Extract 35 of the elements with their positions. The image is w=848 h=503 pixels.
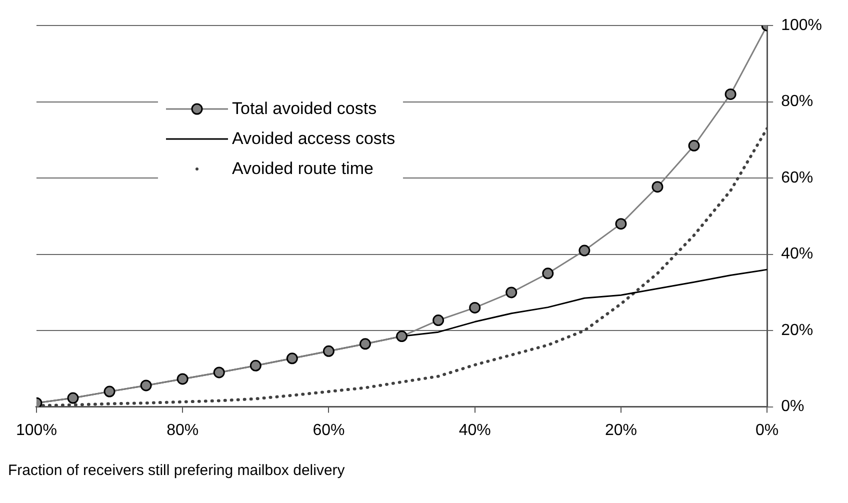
- x-tick-label: 100%: [16, 422, 57, 439]
- point: [724, 88, 736, 100]
- point: [469, 302, 481, 314]
- x-tick-label: 0%: [756, 422, 779, 439]
- y-tick-label: 0%: [781, 398, 804, 416]
- x-tick-label: 60%: [312, 422, 345, 439]
- y-tick-label: 60%: [781, 169, 814, 186]
- x-axis-title: Fraction of receivers still prefering mailbox delivery: [8, 462, 345, 479]
- point: [615, 218, 627, 230]
- point: [104, 386, 116, 398]
- point: [176, 373, 188, 385]
- legend-label: Avoided route time: [232, 159, 374, 179]
- point: [542, 268, 554, 280]
- point: [286, 352, 298, 364]
- y-tick-label: 80%: [781, 93, 814, 110]
- y-tick-label: 20%: [781, 322, 814, 339]
- legend-label: Total avoided costs: [232, 99, 377, 119]
- point: [359, 338, 371, 350]
- x-tick-label: 40%: [458, 422, 491, 439]
- y-tick-label: 40%: [781, 246, 814, 263]
- point: [688, 140, 700, 152]
- point: [140, 380, 152, 392]
- x-tick-label: 80%: [166, 422, 199, 439]
- point: [432, 314, 444, 326]
- point: [67, 392, 79, 404]
- point: [213, 366, 225, 378]
- y-tick-label: 100%: [781, 17, 822, 34]
- point: [652, 181, 664, 193]
- legend-label: Avoided access costs: [232, 129, 396, 149]
- x-tick-label: 20%: [604, 422, 637, 439]
- point: [578, 244, 590, 256]
- point: [396, 330, 408, 342]
- point: [322, 345, 334, 357]
- point: [250, 360, 262, 372]
- point: [506, 286, 518, 298]
